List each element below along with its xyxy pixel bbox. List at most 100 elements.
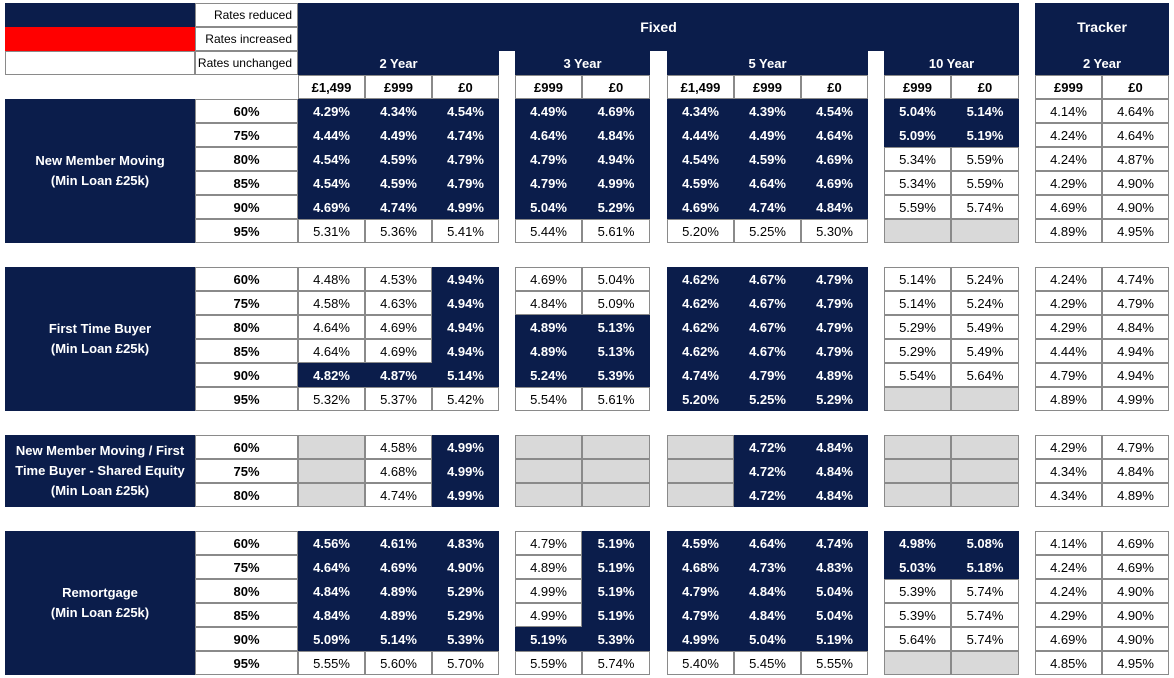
rate-cell: 4.64% [1102,123,1169,147]
rate-cell: 4.69% [365,339,432,363]
fee-header: £999 [884,75,951,99]
rate-cell: 4.49% [734,123,801,147]
ltv-label: 60% [195,267,298,291]
rate-cell: 4.94% [432,291,499,315]
rate-cell: 5.59% [515,651,582,675]
section-label: Remortgage (Min Loan £25k) [5,531,195,675]
rate-cell: 4.90% [1102,603,1169,627]
header-tracker: Tracker [1035,3,1169,51]
rate-cell: 4.59% [365,147,432,171]
rate-cell: 5.04% [801,603,868,627]
ltv-label: 75% [195,123,298,147]
rate-cell: 4.62% [667,267,734,291]
rate-cell: 4.29% [298,99,365,123]
rate-cell: 4.90% [1102,195,1169,219]
rate-cell: 4.69% [1102,531,1169,555]
rate-cell: 4.79% [801,315,868,339]
rate-cell: 5.14% [365,627,432,651]
rate-cell: 4.89% [365,579,432,603]
rate-cell-unavailable [884,459,951,483]
rate-cell-unavailable [884,435,951,459]
rate-cell: 4.98% [884,531,951,555]
rate-cell: 5.08% [951,531,1019,555]
rate-cell: 4.68% [667,555,734,579]
rate-cell: 5.29% [432,603,499,627]
rate-cell: 4.64% [515,123,582,147]
rate-cell: 4.69% [582,99,650,123]
rate-cell: 4.84% [801,483,868,507]
rate-cell: 5.39% [432,627,499,651]
section-label: New Member Moving (Min Loan £25k) [5,99,195,243]
rate-cell: 4.24% [1035,147,1102,171]
rate-cell-unavailable [582,483,650,507]
rate-cell: 5.04% [515,195,582,219]
rate-cell: 5.18% [951,555,1019,579]
rate-cell: 4.29% [1035,435,1102,459]
rate-cell: 4.54% [667,147,734,171]
rate-cell: 4.29% [1035,171,1102,195]
rate-cell: 4.58% [298,291,365,315]
rate-cell-unavailable [951,459,1019,483]
rate-cell: 4.69% [801,171,868,195]
rate-cell: 4.99% [432,483,499,507]
rate-cell: 4.58% [365,435,432,459]
fee-header: £1,499 [667,75,734,99]
rate-cell: 5.59% [951,147,1019,171]
ltv-label: 75% [195,555,298,579]
rate-cell: 5.31% [298,219,365,243]
rate-cell: 5.13% [582,339,650,363]
rate-cell: 4.53% [365,267,432,291]
rate-cell: 5.19% [582,579,650,603]
rate-cell: 5.13% [582,315,650,339]
rate-cell: 5.39% [884,579,951,603]
rate-cell: 4.84% [734,579,801,603]
rate-cell: 4.62% [667,291,734,315]
rate-cell: 4.54% [298,171,365,195]
rate-cell-unavailable [298,435,365,459]
ltv-label: 90% [195,363,298,387]
rate-cell: 5.55% [801,651,868,675]
section-label: New Member Moving / First Time Buyer - S… [5,435,195,507]
rate-cell: 5.64% [951,363,1019,387]
rate-cell: 4.89% [515,339,582,363]
rate-cell-unavailable [298,459,365,483]
rate-cell: 5.45% [734,651,801,675]
rate-cell: 5.24% [951,291,1019,315]
rate-cell: 5.29% [801,387,868,411]
rate-cell: 5.09% [884,123,951,147]
rate-cell: 5.49% [951,315,1019,339]
rate-cell: 4.94% [432,339,499,363]
ltv-label: 75% [195,291,298,315]
rate-cell: 5.74% [582,651,650,675]
rate-cell: 5.37% [365,387,432,411]
rate-cell: 5.59% [951,171,1019,195]
rate-cell: 5.74% [951,579,1019,603]
fee-header: £0 [801,75,868,99]
rate-cell: 4.48% [298,267,365,291]
rate-cell: 4.84% [298,603,365,627]
rate-cell: 4.72% [734,435,801,459]
rate-cell: 5.14% [951,99,1019,123]
rate-cell: 4.69% [801,147,868,171]
fee-header: £999 [1035,75,1102,99]
rate-cell: 4.79% [515,171,582,195]
fee-header: £0 [951,75,1019,99]
rate-cell: 4.69% [365,555,432,579]
rate-cell: 4.64% [734,171,801,195]
rate-cell: 4.89% [1035,219,1102,243]
rate-cell: 4.89% [365,603,432,627]
rate-cell: 4.89% [801,363,868,387]
rate-cell: 4.69% [1035,627,1102,651]
rate-cell: 5.20% [667,387,734,411]
rate-cell: 5.04% [582,267,650,291]
rate-cell: 4.69% [365,315,432,339]
rate-cell: 4.90% [1102,579,1169,603]
rate-cell: 5.03% [884,555,951,579]
rate-cell: 5.60% [365,651,432,675]
ltv-label: 60% [195,435,298,459]
rate-cell: 4.34% [1035,483,1102,507]
rate-cell: 4.94% [432,315,499,339]
rate-cell: 4.79% [515,147,582,171]
rate-cell: 4.44% [1035,339,1102,363]
rate-cell: 4.72% [734,483,801,507]
